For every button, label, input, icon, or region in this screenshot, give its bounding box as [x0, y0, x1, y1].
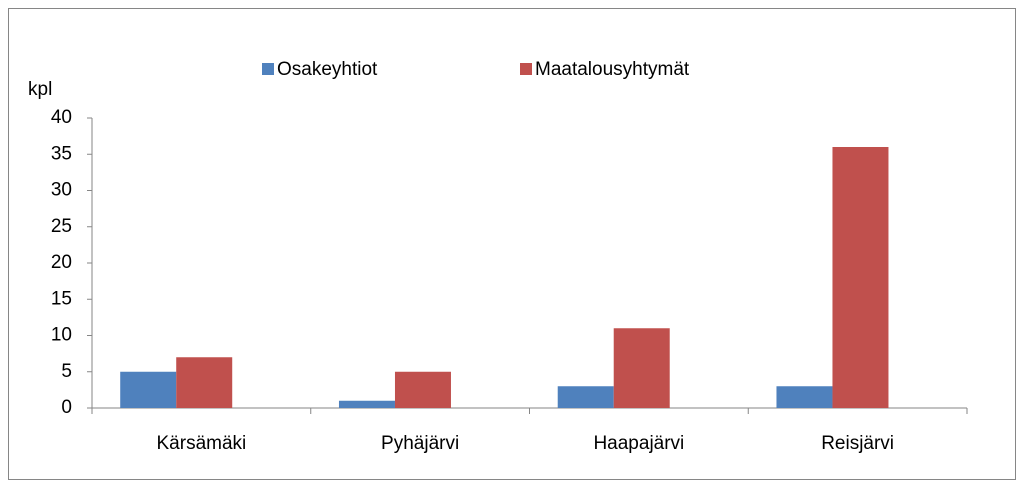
bar: [557, 386, 614, 408]
y-tick-label: 25: [51, 216, 72, 237]
bar: [394, 371, 451, 408]
bar: [338, 400, 395, 408]
bar: [776, 386, 833, 408]
x-tick-label: Pyhäjärvi: [381, 433, 459, 454]
y-tick-label: 15: [51, 288, 72, 309]
bar: [832, 147, 889, 408]
y-tick-label: 30: [51, 180, 72, 201]
x-tick-label: Reisjärvi: [821, 433, 894, 454]
x-tick-label: Kärsämäki: [157, 433, 247, 454]
y-tick-label: 10: [51, 325, 72, 346]
legend-swatch: [520, 63, 532, 75]
bar: [176, 357, 233, 408]
y-tick-label: 5: [61, 361, 72, 382]
y-tick-label: 40: [51, 107, 72, 128]
x-tick-label: Haapajärvi: [593, 433, 684, 454]
legend-label: Maatalousyhtymät: [535, 59, 690, 80]
y-tick-label: 35: [51, 143, 72, 164]
bar: [613, 328, 670, 408]
y-tick-label: 0: [61, 397, 72, 418]
legend-swatch: [262, 63, 274, 75]
legend-label: Osakeyhtiot: [277, 59, 378, 80]
bar: [120, 371, 177, 408]
y-axis-label: kpl: [28, 79, 52, 100]
y-tick-label: 20: [51, 252, 72, 273]
